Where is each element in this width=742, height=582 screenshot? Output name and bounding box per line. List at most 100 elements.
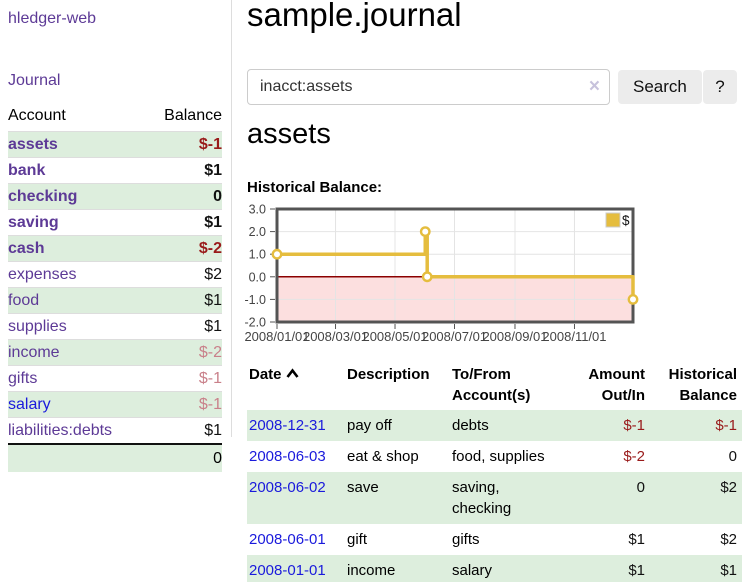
transaction-accounts: saving, checking xyxy=(452,479,512,517)
accounts-column-header: To/From Account(s) xyxy=(452,366,531,404)
transaction-date-link[interactable]: 2008-06-01 xyxy=(249,531,326,548)
search-form: × Search ? xyxy=(247,69,742,107)
svg-text:1.0: 1.0 xyxy=(249,248,266,262)
accounts-total-value: 0 xyxy=(145,443,222,472)
sidebar-account-link-income[interactable]: income xyxy=(8,344,60,361)
transaction-date-link[interactable]: 2008-12-31 xyxy=(249,417,326,434)
svg-text:2008/09/01: 2008/09/01 xyxy=(482,329,547,344)
transaction-date-link[interactable]: 2008-01-01 xyxy=(249,562,326,579)
account-balance: $1 xyxy=(145,287,222,314)
accounts-header-row: Account Balance xyxy=(8,104,222,132)
transaction-balance: $1 xyxy=(720,562,737,579)
transaction-date-link[interactable]: 2008-06-03 xyxy=(249,448,326,465)
sidebar-account-link-food[interactable]: food xyxy=(8,292,40,309)
transaction-description: gift xyxy=(347,531,368,548)
transaction-description: pay off xyxy=(347,417,392,434)
clear-search-icon[interactable]: × xyxy=(588,76,600,97)
balance-column-header: Balance xyxy=(164,107,222,124)
page-title: sample.journal xyxy=(247,0,462,33)
description-column-header: Description xyxy=(347,366,430,383)
account-balance: $-1 xyxy=(145,365,222,392)
sidebar-account-link-expenses[interactable]: expenses xyxy=(8,266,77,283)
sidebar-account-link-gifts[interactable]: gifts xyxy=(8,370,38,387)
balance-column-header-register: Historical Balance xyxy=(668,366,737,404)
sort-ascending-icon xyxy=(285,368,299,378)
sidebar-account-link-cash[interactable]: cash xyxy=(8,240,45,257)
transaction-description: save xyxy=(347,479,379,496)
sidebar-account-link-salary[interactable]: salary xyxy=(8,396,51,413)
transaction-amount: $-1 xyxy=(623,417,645,434)
search-button[interactable]: Search xyxy=(618,70,702,104)
svg-text:2008/11/01: 2008/11/01 xyxy=(542,329,606,344)
sidebar-account-row: assets $-1 xyxy=(8,131,222,158)
svg-text:3.0: 3.0 xyxy=(249,203,266,217)
transaction-balance: $2 xyxy=(720,479,737,496)
sidebar: hledger-web Journal Account Balance asse… xyxy=(0,0,232,472)
total-spacer xyxy=(8,443,146,472)
sidebar-account-link-liabilities-debts[interactable]: liabilities:debts xyxy=(8,422,113,439)
sidebar-account-row: saving $1 xyxy=(8,209,222,236)
sidebar-item-journal[interactable]: Journal xyxy=(8,72,61,89)
search-input[interactable] xyxy=(248,70,609,104)
app-title-link[interactable]: hledger-web xyxy=(8,10,97,27)
date-column-header[interactable]: Date xyxy=(247,360,345,410)
help-button[interactable]: ? xyxy=(703,70,737,104)
sidebar-account-row: income $-2 xyxy=(8,339,222,366)
accounts-total-row: 0 xyxy=(8,443,222,472)
account-balance: $1 xyxy=(145,417,222,444)
sidebar-account-link-supplies[interactable]: supplies xyxy=(8,318,67,335)
transaction-amount: $1 xyxy=(628,562,645,579)
svg-text:2008/05/01: 2008/05/01 xyxy=(362,329,427,344)
sidebar-accounts-body: assets $-1 bank $1 checking 0 saving $1 cash $-2 e… xyxy=(8,131,222,444)
accounts-balance-table: Account Balance assets $-1 bank $1 checking 0… xyxy=(8,104,222,472)
transaction-accounts: salary xyxy=(452,562,493,579)
register-header-row: Date Description To/From Account(s) Amou… xyxy=(247,360,742,410)
svg-text:2008/03/01: 2008/03/01 xyxy=(303,329,368,344)
account-column-header: Account xyxy=(8,107,66,124)
account-balance: $-1 xyxy=(145,391,222,418)
historical-balance-label: Historical Balance: xyxy=(247,179,383,196)
svg-text:-2.0: -2.0 xyxy=(244,316,266,330)
transaction-date-link[interactable]: 2008-06-02 xyxy=(249,479,326,496)
account-balance: $-2 xyxy=(145,339,222,366)
date-header-label: Date xyxy=(249,366,282,383)
transaction-balance: $-1 xyxy=(715,417,737,434)
svg-text:0.0: 0.0 xyxy=(249,270,266,284)
transaction-accounts: debts xyxy=(452,417,489,434)
sidebar-account-row: cash $-2 xyxy=(8,235,222,262)
transaction-accounts: gifts xyxy=(452,531,480,548)
transaction-balance: 0 xyxy=(728,448,737,465)
transaction-balance: $2 xyxy=(720,531,737,548)
transaction-amount: $-2 xyxy=(623,448,645,465)
sidebar-account-link-checking[interactable]: checking xyxy=(8,188,78,205)
main-content: sample.journal × Search ? assets Histori… xyxy=(244,0,742,582)
sidebar-account-row: checking 0 xyxy=(8,183,222,210)
sidebar-account-row: gifts $-1 xyxy=(8,365,222,392)
sidebar-account-link-bank[interactable]: bank xyxy=(8,162,46,179)
transaction-row: 2008-01-01 income salary $1 $1 xyxy=(247,555,742,582)
sidebar-account-row: bank $1 xyxy=(8,157,222,184)
transaction-amount: $1 xyxy=(628,531,645,548)
svg-text:-1.0: -1.0 xyxy=(244,293,266,307)
amount-column-header: Amount Out/In xyxy=(588,366,645,404)
sidebar-account-link-assets[interactable]: assets xyxy=(8,136,58,153)
svg-text:$: $ xyxy=(622,213,630,228)
transaction-row: 2008-06-03 eat & shop food, supplies $-2 0 xyxy=(247,441,742,472)
transaction-accounts: food, supplies xyxy=(452,448,545,465)
account-page-title: assets xyxy=(247,118,331,150)
account-balance: $-2 xyxy=(145,235,222,262)
transaction-description: eat & shop xyxy=(347,448,419,465)
sidebar-account-row: supplies $1 xyxy=(8,313,222,340)
transaction-row: 2008-06-01 gift gifts $1 $2 xyxy=(247,524,742,555)
svg-text:2008/01/01: 2008/01/01 xyxy=(244,329,309,344)
sidebar-account-row: food $1 xyxy=(8,287,222,314)
chart-canvas: 3.0 2.0 1.0 0.0 -1.0 -2.02008/01/012008/03/01… xyxy=(244,203,639,344)
sidebar-account-row: expenses $2 xyxy=(8,261,222,288)
search-box: × xyxy=(247,69,610,105)
sidebar-account-link-saving[interactable]: saving xyxy=(8,214,59,231)
sidebar-account-row: liabilities:debts $1 xyxy=(8,417,222,444)
sidebar-account-row: salary $-1 xyxy=(8,391,222,418)
account-balance: 0 xyxy=(145,183,222,210)
transaction-description: income xyxy=(347,562,396,579)
account-balance: $1 xyxy=(145,313,222,340)
